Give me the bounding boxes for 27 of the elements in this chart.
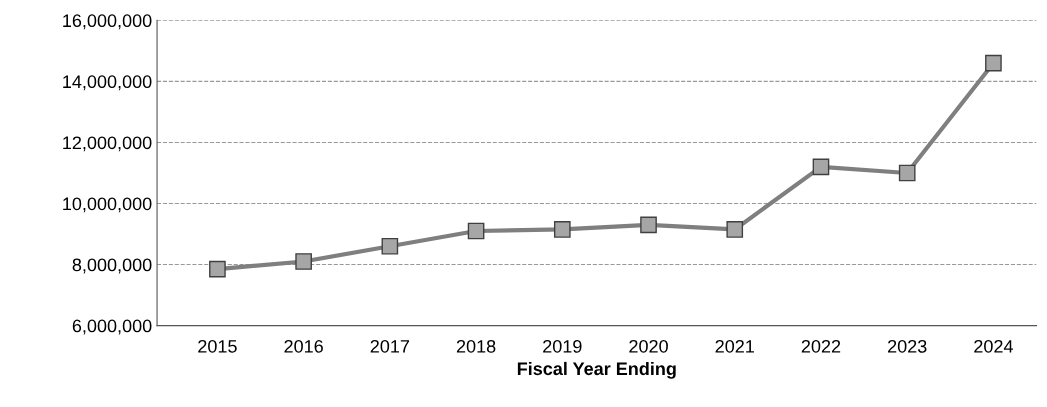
x-axis-title: Fiscal Year Ending [517, 361, 676, 379]
x-tick-label: 2015 [198, 339, 237, 353]
y-tick-label: 12,000,000 [63, 136, 152, 152]
point [726, 221, 744, 238]
x-tick-label: 2020 [629, 339, 668, 353]
y-tick-label: 16,000,000 [63, 14, 152, 30]
point [898, 164, 916, 182]
y-tick-label: 10,000,000 [63, 197, 152, 213]
y-tick-label: 6,000,000 [72, 319, 152, 335]
y-tick-label: 14,000,000 [63, 75, 152, 91]
point [812, 158, 830, 176]
x-tick-label: 2024 [974, 339, 1013, 353]
point [640, 216, 657, 234]
x-tick-label: 2018 [456, 339, 496, 353]
point [209, 260, 226, 278]
point [295, 253, 312, 270]
x-tick-label: 2017 [370, 339, 410, 353]
x-tick-label: 2016 [284, 339, 323, 353]
x-tick-label: 2022 [801, 339, 841, 353]
point [381, 237, 399, 255]
point [985, 54, 1002, 72]
y-tick-label: 8,000,000 [72, 258, 152, 274]
x-tick-label: 2023 [888, 339, 927, 353]
point [467, 222, 485, 240]
x-tick-label: 2021 [715, 339, 754, 353]
x-tick-label: 2019 [543, 339, 582, 353]
point [553, 221, 571, 238]
